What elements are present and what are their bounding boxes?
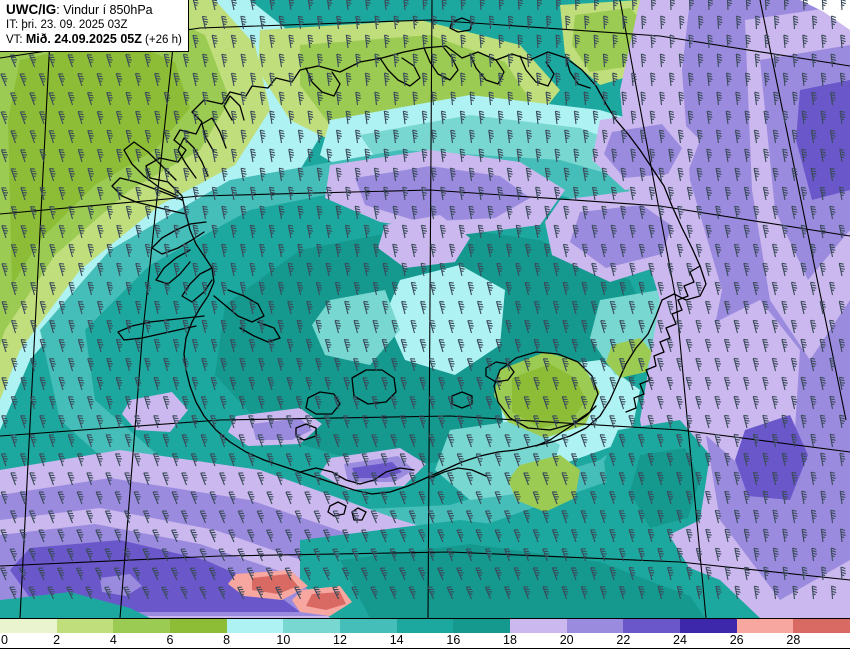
colorbar-tick-8: 8 [223,633,231,647]
product-org: UWC/IG [6,2,57,17]
colorbar-swatch-2 [113,619,171,633]
colorbar-tick-6: 6 [166,633,174,647]
colorbar-tick-18: 18 [503,633,517,647]
wind-speed-map [0,0,850,618]
valid-lead: (+26 h) [141,34,182,47]
colorbar-tick-4: 4 [109,633,117,647]
colorbar-swatch-3 [170,619,227,633]
colorbar-swatch-1 [56,619,114,633]
colorbar-swatch-13 [736,619,794,633]
colorbar-tick-28: 28 [786,633,801,647]
map-canvas[interactable]: UWC/IG: Vindur í 850hPa IT: þri. 23. 09.… [0,0,850,618]
colorbar-swatch-6 [340,619,397,633]
colorbar-tick-2: 2 [53,633,61,647]
colorbar-tick-20: 20 [559,633,574,647]
colorbar-swatch-7 [396,619,454,633]
colorbar: 0 2 4 6 8 10 12 14 16 18 20 22 24 26 28 [0,618,850,649]
product-title-line: UWC/IG: Vindur í 850hPa [6,2,182,18]
colorbar-tick-10: 10 [276,633,291,647]
colorbar-tick-0: 0 [1,633,8,647]
colorbar-swatch-8 [453,619,511,633]
init-time-line: IT: þri. 23. 09. 2025 03Z [6,19,128,32]
colorbar-axis: 0 2 4 6 8 10 12 14 16 18 20 22 24 26 28 [0,633,850,649]
colorbar-swatches [0,618,850,633]
colorbar-swatch-12 [680,619,737,633]
colorbar-tick-26: 26 [729,633,744,647]
colorbar-swatch-10 [566,619,624,633]
colorbar-swatch-5 [283,619,341,633]
colorbar-swatch-11 [623,619,681,633]
valid-prefix: VT: [6,34,26,47]
colorbar-swatch-0 [0,619,57,633]
colorbar-tick-24: 24 [673,633,687,647]
valid-time-line: VT: Mið. 24.09.2025 05Z (+26 h) [6,32,182,47]
product-info-box: UWC/IG: Vindur í 850hPa IT: þri. 23. 09.… [0,0,189,52]
colorbar-swatch-14 [793,619,850,633]
product-title: : Vindur í 850hPa [56,3,153,17]
colorbar-tick-16: 16 [446,633,461,647]
colorbar-tick-12: 12 [333,633,347,647]
valid-time: Mið. 24.09.2025 05Z [25,32,142,47]
colorbar-swatch-9 [510,619,567,633]
colorbar-swatch-4 [226,619,284,633]
colorbar-tick-14: 14 [389,633,404,647]
colorbar-tick-22: 22 [616,633,631,647]
